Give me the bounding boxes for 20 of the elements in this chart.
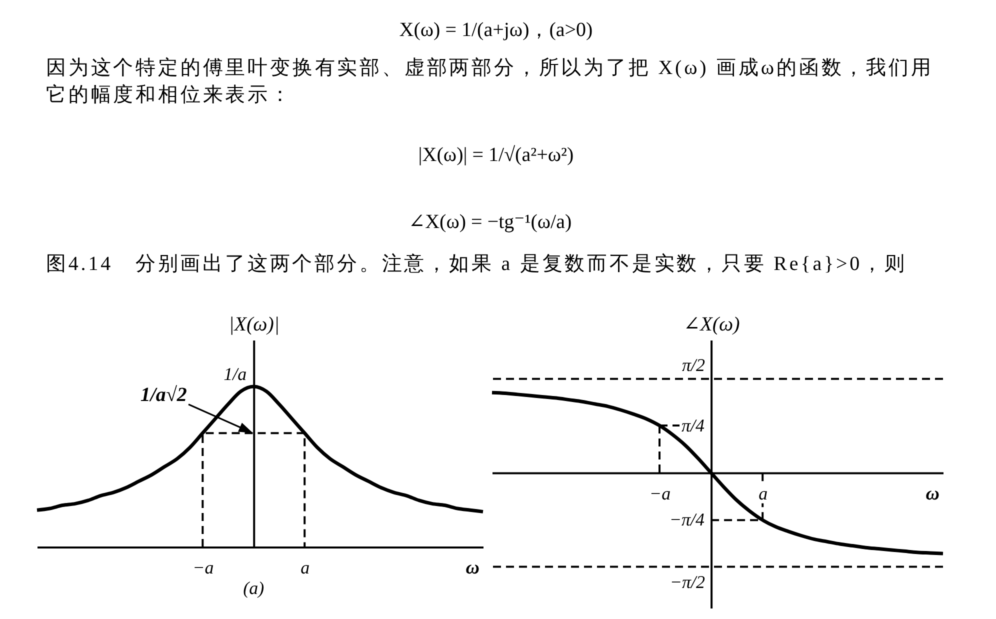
x-axis-title: ω — [466, 558, 480, 578]
ref-line-label: −π/2 — [670, 572, 706, 592]
text: 1/a — [224, 364, 247, 384]
ref-line-label: π/2 — [682, 354, 706, 375]
text: X(ω) = 1/(a+jω)，(a>0) — [399, 18, 593, 43]
y-tick-label: −π/4 — [669, 509, 705, 530]
x-axis-title: ω — [926, 483, 940, 504]
caption: 图4.14 分别画出了这两个部分。注意，如果 a 是复数而不是实数，只要 Re{a}>0，则 — [46, 252, 907, 277]
annotation: 1/a√2 — [140, 384, 187, 406]
x-tick-label: −a — [649, 483, 671, 504]
x-tick-label: −a — [192, 558, 214, 578]
x-tick-label: a — [758, 483, 768, 504]
text: |X(ω)| = 1/√(a²+ω²) — [418, 143, 574, 168]
text: ∠X(ω) = −tg⁻¹(ω/a) — [408, 210, 572, 235]
y-tick-label: π/4 — [682, 415, 705, 436]
y-axis-title: ∠X(ω) — [683, 314, 740, 336]
text: (a) — [243, 578, 264, 598]
text: 因为这个特定的傅里叶变换有实部、虚部两部分，所以为了把 X(ω) 画成ω的函数，我们用它的幅度和相位来表示： — [46, 56, 934, 108]
y-axis-title: |X(ω)| — [228, 314, 280, 336]
x-tick-label: a — [300, 558, 310, 578]
